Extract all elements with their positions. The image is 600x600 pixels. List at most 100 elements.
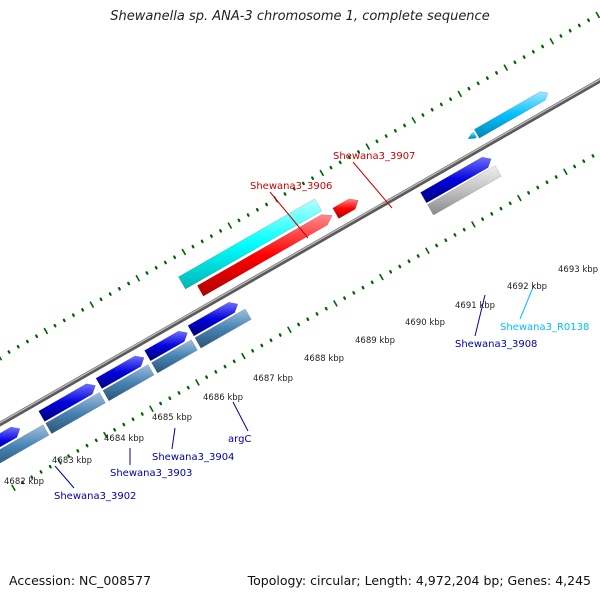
- gene-pseudo-grey: [427, 165, 502, 216]
- tick-mark-upper: [53, 323, 57, 328]
- tick-mark-lower: [131, 417, 135, 422]
- tick-mark-upper: [375, 139, 379, 144]
- tick-mark-upper: [577, 23, 581, 28]
- tick-mark-upper: [311, 176, 315, 180]
- tick-mark-upper: [25, 339, 29, 344]
- tick-mark-lower: [444, 238, 448, 242]
- tick-mark-lower: [545, 180, 549, 185]
- tick-mark-lower: [113, 428, 117, 432]
- tick-mark-lower: [582, 159, 586, 163]
- tick-mark-upper: [163, 260, 167, 265]
- tick-mark-lower: [21, 480, 25, 485]
- ruler-label: 4683 kbp: [52, 456, 92, 466]
- gene-label[interactable]: Shewana3_R0138: [500, 322, 589, 333]
- tick-mark-upper: [467, 86, 471, 91]
- tick-mark-lower: [223, 364, 227, 369]
- tick-mark-upper: [347, 155, 351, 159]
- tick-mark-upper: [43, 327, 48, 335]
- tick-mark-lower: [205, 375, 209, 379]
- tick-mark-upper: [219, 229, 223, 233]
- ruler-label: 4686 kbp: [203, 393, 243, 403]
- tick-mark-upper: [81, 308, 85, 312]
- gene-label[interactable]: Shewana3_3903: [110, 468, 192, 479]
- gene-label[interactable]: argC: [228, 434, 251, 445]
- tick-mark-upper: [62, 318, 66, 323]
- ruler-label: 4691 kbp: [455, 301, 495, 311]
- gene-callout-line: [232, 401, 249, 432]
- tick-mark-lower: [76, 449, 80, 453]
- tick-mark-lower: [241, 352, 246, 360]
- gene-arrow-rna-small: [467, 131, 477, 139]
- tick-mark-lower: [186, 385, 190, 390]
- tick-mark-lower: [591, 154, 595, 158]
- tick-mark-upper: [513, 60, 517, 65]
- gene-arrow-red: [332, 198, 359, 219]
- tick-mark-upper: [365, 143, 370, 150]
- tick-mark-lower: [30, 475, 34, 480]
- tick-mark-upper: [89, 301, 94, 308]
- tick-mark-upper: [411, 117, 416, 124]
- gene-arrow-blue: [38, 383, 96, 422]
- tick-mark-upper: [292, 186, 296, 191]
- gene-label[interactable]: Shewana3_3908: [455, 339, 537, 350]
- tick-mark-lower: [94, 438, 98, 443]
- gene-arrow-blue: [144, 330, 188, 362]
- gene-label[interactable]: Shewana3_3902: [54, 491, 136, 502]
- tick-mark-lower: [407, 259, 411, 264]
- gene-label[interactable]: Shewana3_3907: [333, 151, 415, 162]
- tick-mark-lower: [39, 470, 43, 474]
- tick-mark-upper: [403, 123, 407, 128]
- ruler-label: 4692 kbp: [507, 282, 547, 292]
- tick-mark-lower: [453, 233, 457, 237]
- ruler-label: 4684 kbp: [104, 434, 144, 444]
- tick-mark-lower: [48, 464, 52, 469]
- tick-mark-upper: [393, 128, 397, 133]
- tick-mark-upper: [200, 239, 204, 244]
- gene-arrow-blue: [420, 156, 492, 204]
- tick-mark-lower: [508, 201, 512, 206]
- tick-mark-upper: [476, 81, 480, 86]
- gene-callout-line: [474, 294, 486, 337]
- tick-mark-lower: [370, 280, 374, 285]
- tick-mark-lower: [177, 391, 181, 395]
- tick-mark-lower: [168, 396, 172, 400]
- tick-mark-lower: [57, 458, 62, 465]
- tick-mark-lower: [297, 322, 301, 327]
- tick-mark-lower: [122, 422, 126, 427]
- tick-mark-upper: [531, 49, 535, 54]
- ruler-label: 4687 kbp: [253, 374, 293, 384]
- gene-cds-steel: [45, 392, 106, 434]
- tick-mark-upper: [0, 355, 2, 361]
- gene-label[interactable]: Shewana3_3904: [152, 452, 234, 463]
- tick-mark-lower: [499, 206, 503, 211]
- tick-mark-lower: [315, 312, 319, 316]
- tick-mark-upper: [154, 265, 158, 270]
- tick-mark-lower: [214, 370, 218, 374]
- ruler-label: 4682 kbp: [4, 477, 44, 487]
- tick-mark-upper: [541, 44, 545, 49]
- chromosome-backbone: [0, 77, 600, 427]
- tick-mark-lower: [398, 264, 402, 269]
- topology-summary: Topology: circular; Length: 4,972,204 bp…: [247, 573, 591, 588]
- tick-mark-lower: [324, 306, 328, 311]
- tick-mark-upper: [7, 350, 11, 354]
- tick-mark-lower: [103, 431, 108, 439]
- page-title: Shewanella sp. ANA-3 chromosome 1, compl…: [110, 9, 490, 24]
- ruler-label: 4689 kbp: [355, 336, 395, 346]
- tick-mark-upper: [255, 208, 259, 212]
- tick-mark-upper: [283, 192, 287, 196]
- tick-mark-lower: [287, 326, 292, 333]
- tick-mark-lower: [481, 217, 485, 221]
- tick-mark-lower: [563, 168, 568, 175]
- gene-callout-line: [352, 161, 393, 209]
- tick-mark-lower: [573, 164, 577, 169]
- ruler-label: 4688 kbp: [304, 354, 344, 364]
- gene-label[interactable]: Shewana3_3906: [250, 181, 332, 192]
- tick-mark-upper: [587, 18, 591, 22]
- tick-mark-lower: [343, 296, 347, 300]
- tick-mark-upper: [237, 218, 241, 223]
- tick-mark-upper: [457, 90, 462, 98]
- gene-cds-steel: [151, 339, 198, 374]
- tick-mark-upper: [99, 297, 103, 302]
